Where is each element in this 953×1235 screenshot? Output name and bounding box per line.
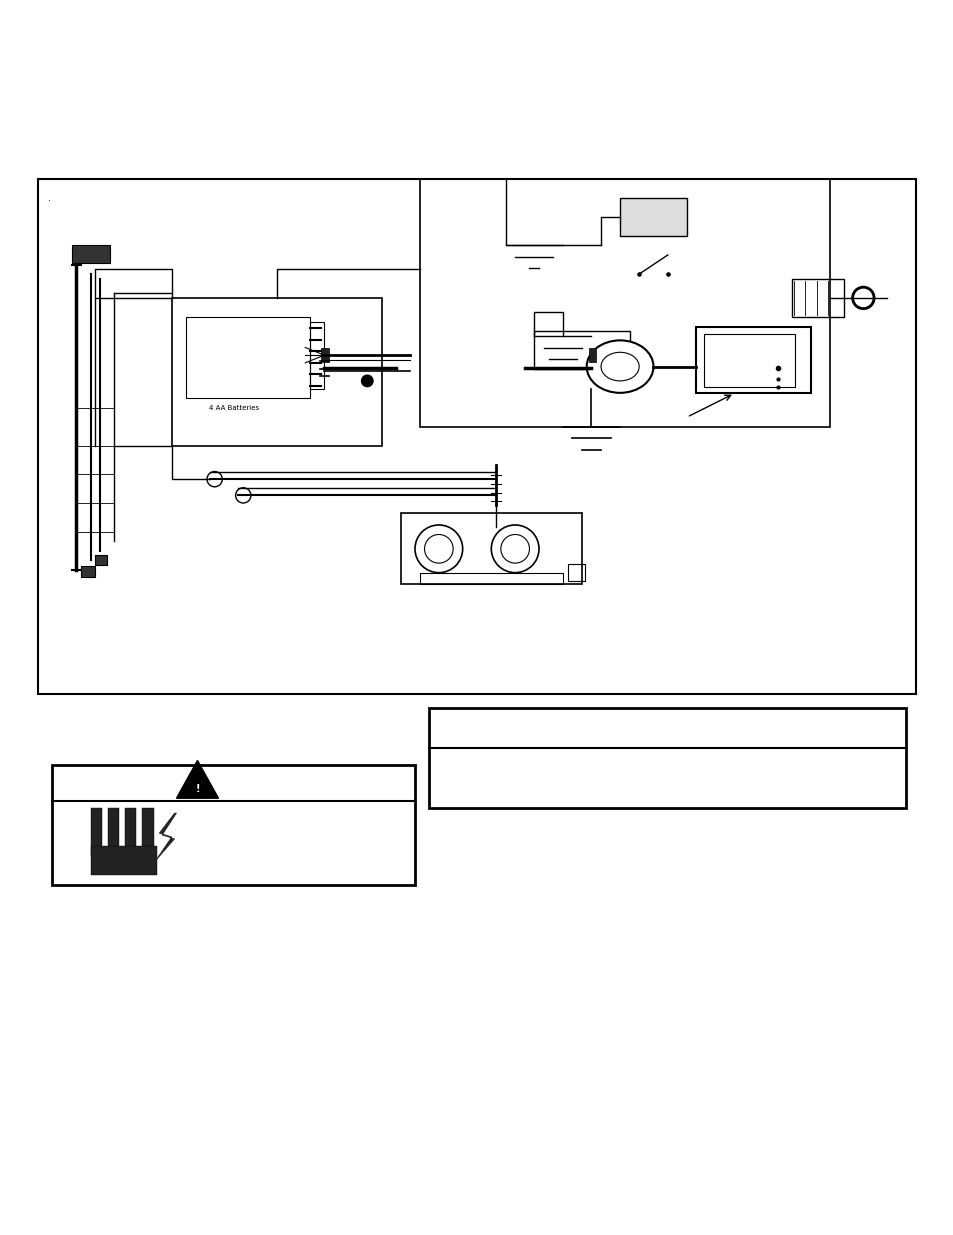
Bar [534, 331, 629, 369]
Polygon shape [176, 761, 218, 798]
Bar [108, 808, 119, 856]
Text: !: ! [195, 783, 199, 794]
Bar [91, 846, 157, 876]
Polygon shape [155, 813, 176, 861]
Bar [703, 335, 794, 387]
Bar [419, 573, 562, 584]
Circle shape [361, 375, 373, 387]
Text: 4 AA Batteries: 4 AA Batteries [209, 405, 258, 410]
Ellipse shape [600, 352, 639, 380]
Bar [419, 179, 829, 427]
Bar [71, 246, 110, 263]
Bar [186, 317, 310, 398]
Bar [38, 179, 915, 694]
Bar [81, 566, 95, 578]
Bar [696, 326, 810, 393]
Polygon shape [588, 348, 596, 362]
Polygon shape [321, 348, 329, 362]
Bar [142, 808, 153, 856]
Bar [95, 556, 107, 566]
Circle shape [851, 287, 874, 309]
Bar [310, 322, 324, 389]
Bar [52, 766, 415, 884]
Bar [429, 708, 905, 808]
Bar [172, 298, 381, 446]
Text: .: . [48, 193, 51, 203]
Bar [400, 513, 581, 584]
Bar [619, 198, 686, 236]
Circle shape [854, 289, 871, 306]
Bar [567, 564, 584, 582]
Bar [791, 279, 843, 317]
Bar [91, 808, 102, 856]
Ellipse shape [586, 341, 653, 393]
Bar [125, 808, 136, 856]
